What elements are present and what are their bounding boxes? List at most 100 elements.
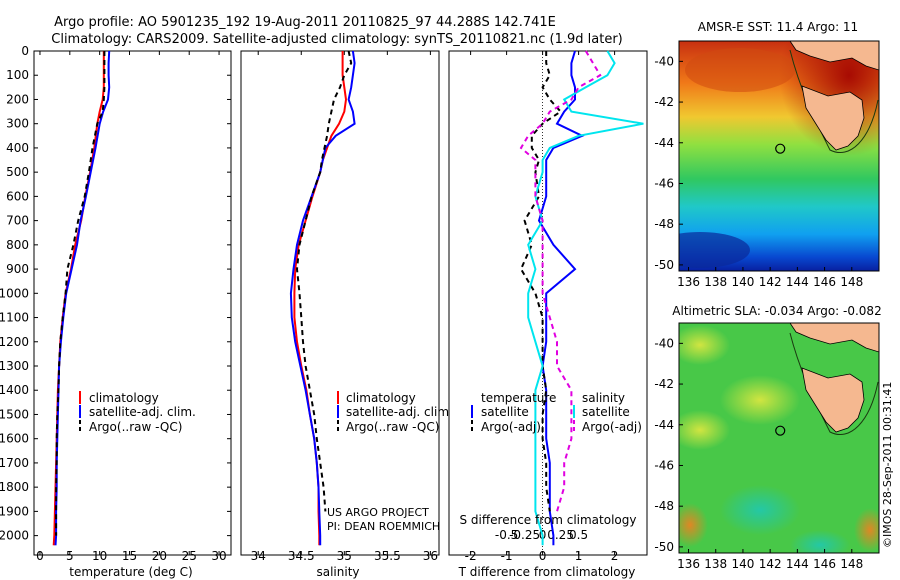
x-tick-label: 5 (66, 549, 74, 563)
difference-plot-frame (448, 50, 648, 556)
depth-tick-label: 1600 (0, 432, 29, 446)
sst-map-lat-axis: -40 -42 -44 -46 -48 -50 (654, 54, 683, 272)
temperature-legend: climatology satellite-adj. clim. Argo(..… (79, 391, 196, 434)
depth-tick-label: 1100 (0, 311, 29, 325)
sla-map-lat-axis: -40 -42 -44 -46 -48 -50 (654, 336, 683, 554)
salinity-x-axis: 34 34.5 35 35.5 36 (251, 51, 438, 563)
sla-low-patch (790, 530, 850, 553)
sst-map-frame (678, 40, 880, 272)
lon-tick-label: 140 (731, 557, 754, 571)
argo-position-marker (775, 143, 786, 154)
series-line-satellite-adj-clim- (289, 50, 356, 546)
sla-low-patch (720, 485, 800, 535)
lon-tick-label: 142 (759, 275, 782, 289)
depth-tick-label: 800 (6, 238, 29, 252)
difference-series (519, 50, 644, 546)
x-tick-label: 0 (36, 549, 44, 563)
lat-tick-label: -46 (654, 458, 674, 472)
temperature-panel: 0100200300400500600700800900100011001200… (0, 44, 647, 579)
lat-tick-label: -48 (654, 499, 674, 513)
x-tick-label: 34 (251, 549, 266, 563)
temperature-plot-frame (33, 50, 232, 556)
lat-tick-label: -50 (654, 258, 674, 272)
legend-label-s-satellite: satellite (582, 405, 630, 419)
series-line-salinity-satellite (527, 50, 644, 546)
depth-tick-label: 1000 (0, 286, 29, 300)
legend-label-s-argo: Argo(-adj) (582, 420, 642, 434)
legend-label-satellite: satellite-adj. clim. (346, 405, 453, 419)
series-line-argo-raw-qc- (55, 51, 106, 536)
sst-cool-patch (679, 232, 750, 268)
temperature-series (52, 50, 111, 546)
lat-tick-label: -40 (654, 54, 674, 68)
x2-tick-label: 0.5 (569, 528, 588, 542)
s-difference-xlabel: S difference from climatology (460, 513, 637, 527)
legend-label-t-satellite: satellite (481, 405, 529, 419)
series-line-temperature-argo-adj- (519, 51, 563, 512)
tasmania-land (801, 367, 865, 433)
lat-tick-label: -44 (654, 418, 674, 432)
depth-tick-label: 2000 (0, 529, 29, 543)
legend-label-climatology: climatology (89, 391, 159, 405)
s-difference-x-axis: -0.5-0.250 0.250.5 (495, 528, 588, 542)
sst-map: AMSR-E SST: 11.4 Argo: 11 136 138 140 142 14… (654, 20, 880, 289)
sla-high-patch (679, 410, 730, 450)
depth-tick-label: 1400 (0, 383, 29, 397)
temperature-x-axis: 0 5 10 15 20 25 30 (36, 51, 227, 563)
argo-position-marker (775, 425, 786, 436)
sla-map: Altimetric SLA: -0.034 Argo: -0.082 136 1… (654, 304, 881, 571)
lon-tick-label: 144 (786, 275, 809, 289)
sla-high-patch (720, 375, 800, 425)
lon-tick-label: 144 (786, 557, 809, 571)
imos-watermark: ©IMOS 28-Sep-2011 00:31:41 (881, 382, 894, 548)
lon-tick-label: 148 (840, 557, 863, 571)
lon-tick-label: 148 (840, 275, 863, 289)
project-annotation-line2: PI: DEAN ROEMMICH (327, 520, 440, 533)
sst-map-lon-axis: 136 138 140 142 144 146 148 (677, 267, 863, 289)
legend-title-temperature: temperature (481, 391, 556, 405)
legend-label-satellite: satellite-adj. clim. (89, 405, 196, 419)
series-line-temperature-satellite (537, 50, 585, 546)
salinity-plot-frame (240, 50, 440, 556)
depth-tick-label: 300 (6, 117, 29, 131)
mainland-land (789, 323, 879, 353)
lon-tick-label: 136 (677, 275, 700, 289)
depth-tick-label: 1300 (0, 359, 29, 373)
difference-panel: -2 -1 0 1 2 -0.5-0.250 0.250.5 T difference f… (448, 50, 648, 579)
depth-tick-label: 700 (6, 214, 29, 228)
tasmania-land (801, 85, 865, 151)
sla-peak-patch (854, 508, 879, 552)
x-tick-label: 35 (337, 549, 352, 563)
lat-tick-label: -50 (654, 540, 674, 554)
lon-tick-label: 142 (759, 557, 782, 571)
x-tick-label: 36 (423, 549, 438, 563)
series-line-salinity-argo-adj- (519, 50, 602, 512)
salinity-panel: 34 34.5 35 35.5 36 salinity climatology sate… (240, 50, 453, 579)
depth-tick-label: 1800 (0, 480, 29, 494)
x-tick-label: 25 (182, 549, 197, 563)
lon-tick-label: 146 (813, 557, 836, 571)
sla-peak-patch (679, 503, 708, 547)
lat-tick-label: -42 (654, 95, 674, 109)
lat-tick-label: -48 (654, 217, 674, 231)
sla-high-patch (679, 325, 730, 365)
lat-tick-label: -46 (654, 176, 674, 190)
figure-title-line1: Argo profile: AO 5901235_192 19-Aug-2011… (54, 15, 556, 30)
t-difference-xlabel: T difference from climatology (458, 565, 636, 579)
legend-label-climatology: climatology (346, 391, 416, 405)
lat-tick-label: -44 (654, 136, 674, 150)
depth-tick-label: 1900 (0, 504, 29, 518)
depth-tick-label: 1500 (0, 407, 29, 421)
sst-warm-patch (685, 48, 795, 92)
lon-tick-label: 138 (704, 275, 727, 289)
salinity-xlabel: salinity (316, 565, 359, 579)
x-tick-label: 10 (92, 549, 107, 563)
t-difference-x-axis: -2 -1 0 1 2 (465, 51, 619, 563)
sla-map-lon-axis: 136 138 140 142 144 146 148 (677, 549, 863, 571)
lat-tick-label: -42 (654, 377, 674, 391)
legend-label-argo: Argo(..raw -QC) (89, 420, 182, 434)
x-tick-label: 2 (611, 549, 619, 563)
x-tick-label: 15 (122, 549, 137, 563)
x-tick-label: 0 (539, 549, 547, 563)
x-tick-label: -1 (501, 549, 513, 563)
